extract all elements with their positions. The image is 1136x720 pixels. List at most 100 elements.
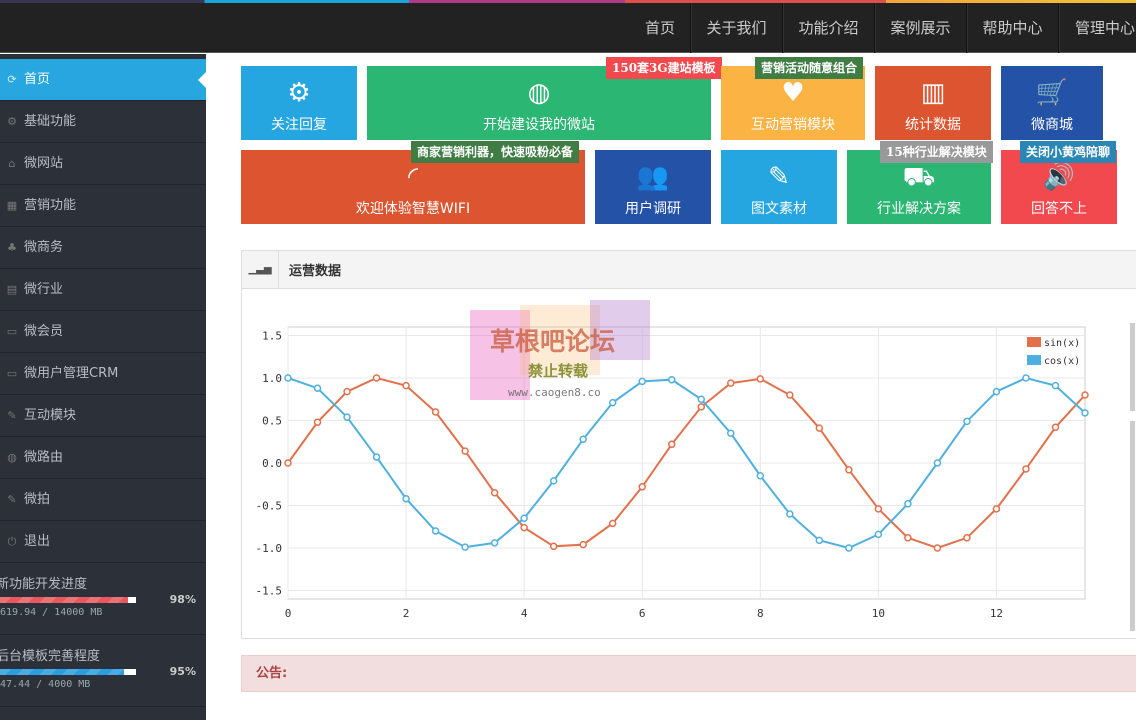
sidebar-item-label: 首页 bbox=[24, 71, 51, 87]
tile-label: 用户调研 bbox=[625, 201, 681, 217]
sidebar-item[interactable]: ♣ 微商务 bbox=[0, 227, 206, 269]
tile-label: 欢迎体验智慧WIFI bbox=[355, 201, 471, 217]
y-tick-label: 1.5 bbox=[262, 330, 282, 343]
tile-label: 回答不上 bbox=[1031, 201, 1087, 217]
data-point bbox=[1051, 423, 1060, 432]
line-chart: 0 2 4 6 8 10 12 1.5 1.0 0.5 0.0 -0.5 -1.0 -1.5 sin(x) c… bbox=[256, 326, 1089, 620]
nav-about[interactable]: 关于我们 bbox=[690, 3, 782, 53]
sidebar-item[interactable]: ⏻ 退出 bbox=[0, 521, 206, 563]
nav-admin[interactable]: 管理中心 bbox=[1058, 3, 1136, 53]
data-point bbox=[431, 408, 440, 416]
legend-swatch bbox=[1027, 337, 1041, 347]
data-point bbox=[579, 435, 587, 443]
data-point bbox=[963, 417, 971, 426]
data-point bbox=[963, 534, 971, 542]
data-point bbox=[992, 505, 1001, 513]
progress-fill bbox=[0, 669, 125, 675]
data-point bbox=[667, 440, 676, 449]
sidebar-item-label: 微拍 bbox=[24, 491, 51, 507]
data-point bbox=[549, 542, 558, 551]
data-point bbox=[697, 395, 706, 403]
data-point bbox=[1051, 381, 1060, 390]
data-point bbox=[845, 466, 853, 474]
tile-button[interactable]: 👥 用户调研 bbox=[595, 150, 711, 224]
data-point bbox=[461, 543, 469, 551]
data-point bbox=[815, 536, 824, 545]
sidebar-item-label: 微用户管理CRM bbox=[24, 365, 119, 381]
tile-button[interactable]: ✎ 图文素材 bbox=[721, 150, 837, 224]
sidebar-item[interactable]: ▭ 微会员 bbox=[0, 311, 206, 353]
data-point bbox=[904, 534, 912, 542]
top-color-stripe bbox=[0, 0, 1136, 3]
data-point bbox=[372, 453, 381, 461]
truck-icon: ⛟ bbox=[902, 162, 936, 192]
y-tick-label: 0.5 bbox=[262, 415, 282, 428]
series-line-1 bbox=[287, 376, 1086, 550]
gear-icon: ⚙ bbox=[287, 78, 311, 108]
y-tick-label: -1.5 bbox=[256, 585, 283, 598]
data-point bbox=[520, 514, 528, 522]
sitemap-icon: ♣ bbox=[7, 240, 17, 254]
data-point bbox=[786, 510, 794, 518]
tile-badge: 150套3G建站模板 bbox=[606, 57, 722, 79]
data-point bbox=[313, 384, 322, 392]
nav-cases[interactable]: 案例展示 bbox=[874, 3, 966, 53]
tile-button[interactable]: ⚙ 关注回复 bbox=[241, 66, 357, 140]
data-point bbox=[608, 398, 617, 407]
grid-icon: ▦ bbox=[6, 198, 18, 212]
progress-title: 新功能开发进度 bbox=[0, 577, 88, 592]
sidebar-item[interactable]: ▦ 营销功能 bbox=[0, 185, 206, 227]
data-point bbox=[697, 403, 706, 411]
tile-label: 图文素材 bbox=[751, 201, 807, 217]
globe-icon: ◍ bbox=[7, 450, 17, 464]
list-icon: ▤ bbox=[6, 282, 18, 296]
progress-percent: 98% bbox=[169, 593, 196, 606]
tile-badge: 营销活动随意组合 bbox=[755, 57, 864, 79]
sidebar-item[interactable]: ▤ 微行业 bbox=[0, 269, 206, 311]
tile-button[interactable]: ◜ 欢迎体验智慧WIFI bbox=[241, 150, 585, 224]
tile-label: 行业解决方案 bbox=[877, 201, 961, 217]
globe-icon: ◍ bbox=[527, 78, 551, 108]
tile-label: 开始建设我的微站 bbox=[483, 117, 595, 133]
sidebar-item-label: 营销功能 bbox=[24, 197, 77, 213]
progress-bar bbox=[0, 669, 136, 675]
data-point bbox=[992, 387, 1001, 396]
data-point bbox=[372, 374, 381, 382]
y-tick-label: -1.0 bbox=[256, 542, 283, 555]
nav-home[interactable]: 首页 bbox=[644, 19, 675, 37]
y-tick-label: 1.0 bbox=[262, 372, 282, 385]
data-point bbox=[549, 477, 558, 485]
rss-icon: ◜ bbox=[407, 162, 419, 192]
data-point bbox=[520, 523, 528, 532]
sidebar-item[interactable]: ▭ 微用户管理CRM bbox=[0, 353, 206, 395]
sidebar-item[interactable]: ✎ 互动模块 bbox=[0, 395, 206, 437]
sidebar-item[interactable]: ✎ 微拍 bbox=[0, 479, 206, 521]
nav-help[interactable]: 帮助中心 bbox=[966, 3, 1058, 53]
sidebar-item[interactable]: ⌂ 微网站 bbox=[0, 143, 206, 185]
signal-icon: ▁▃▅ bbox=[242, 250, 279, 289]
sidebar-item[interactable]: ◍ 微路由 bbox=[0, 437, 206, 479]
tile-button[interactable]: 🛒 微商城 bbox=[1001, 66, 1103, 140]
progress-templates: 后台模板完善程度 047.44 / 4000 MB 95% bbox=[0, 635, 206, 707]
panel-header: ▁▃▅ 运营数据 bbox=[242, 250, 1136, 289]
data-point bbox=[1022, 374, 1030, 382]
data-point bbox=[933, 459, 942, 467]
data-point bbox=[638, 483, 646, 491]
data-point bbox=[402, 381, 410, 390]
x-tick-label: 4 bbox=[521, 607, 528, 620]
progress-usage: 047.44 / 4000 MB bbox=[0, 679, 91, 690]
tile-badge: 15种行业解决模块 bbox=[880, 141, 993, 163]
tile-button[interactable]: ▥ 统计数据 bbox=[875, 66, 991, 140]
data-point bbox=[313, 418, 322, 426]
home-icon: ⌂ bbox=[8, 156, 16, 170]
scrollbar[interactable] bbox=[1130, 323, 1135, 411]
progress-new-features: 新功能开发进度 3619.94 / 14000 MB 98% bbox=[0, 563, 206, 635]
sidebar-item[interactable]: ⚙ 基础功能 bbox=[0, 101, 206, 143]
tile-badge: 关闭小黄鸡陪聊 bbox=[1020, 141, 1117, 163]
sidebar-item[interactable]: ⟳ 首页 bbox=[0, 59, 206, 101]
nav-features[interactable]: 功能介绍 bbox=[782, 3, 874, 53]
operations-panel: ▁▃▅ 运营数据 0 2 4 6 8 10 12 1.5 1.0 0.5 0.0 -0.5 -1.0 -1… bbox=[241, 250, 1136, 639]
scrollbar[interactable] bbox=[1130, 421, 1135, 631]
tile-label: 关注回复 bbox=[271, 117, 327, 133]
card-icon: ▭ bbox=[6, 366, 18, 380]
